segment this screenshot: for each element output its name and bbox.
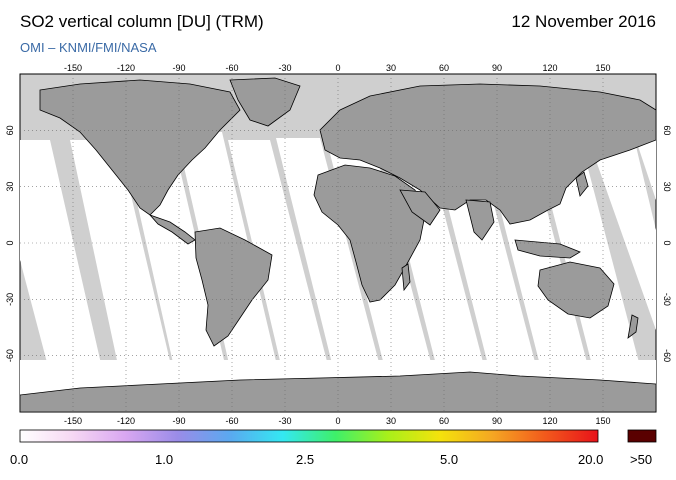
swath bbox=[20, 140, 112, 412]
north-america bbox=[39, 79, 241, 216]
lon-tick-top: 60 bbox=[439, 63, 449, 73]
latitude-labels-left: 60 30 0 -30 -60 bbox=[5, 125, 15, 362]
swath bbox=[588, 138, 656, 330]
japan bbox=[575, 171, 589, 197]
lat-tick-left: 30 bbox=[5, 182, 15, 192]
lon-tick-top: 90 bbox=[492, 63, 502, 73]
lon-tick-bottom: -120 bbox=[117, 416, 135, 426]
land-masses bbox=[20, 77, 656, 412]
map-title: SO2 vertical column [DU] (TRM) bbox=[20, 12, 264, 31]
lat-tick-right: 30 bbox=[662, 182, 672, 192]
colorbar-label-1: 1.0 bbox=[155, 452, 174, 467]
lon-tick-top: 0 bbox=[335, 63, 340, 73]
lon-tick-bottom: -150 bbox=[64, 416, 82, 426]
lon-tick-bottom: -30 bbox=[278, 416, 291, 426]
lat-tick-left: -60 bbox=[5, 349, 15, 362]
australia bbox=[537, 261, 615, 319]
colorbar-label-3: 5.0 bbox=[440, 452, 459, 467]
lon-tick-bottom: 60 bbox=[439, 416, 449, 426]
lon-tick-bottom: 150 bbox=[595, 416, 610, 426]
indonesia bbox=[514, 239, 581, 259]
lat-tick-right: 0 bbox=[662, 240, 672, 245]
colorbar-label-0: 0.0 bbox=[10, 452, 29, 467]
lon-tick-top: 150 bbox=[595, 63, 610, 73]
lat-tick-right: -30 bbox=[662, 293, 672, 306]
india bbox=[465, 199, 495, 241]
lon-tick-bottom: -90 bbox=[172, 416, 185, 426]
madagascar bbox=[401, 263, 411, 292]
south-america bbox=[194, 227, 273, 347]
lon-tick-bottom: 0 bbox=[335, 416, 340, 426]
new-zealand bbox=[627, 314, 639, 339]
colorbar-overflow bbox=[627, 429, 657, 443]
lon-tick-top: 120 bbox=[542, 63, 557, 73]
lon-tick-top: 30 bbox=[386, 63, 396, 73]
colorbar-label-4: 20.0 bbox=[578, 452, 604, 467]
eurasia bbox=[319, 83, 656, 225]
lon-tick-bottom: 30 bbox=[386, 416, 396, 426]
greenland bbox=[229, 77, 301, 127]
map-date: 12 November 2016 bbox=[511, 12, 656, 31]
lon-tick-top: -30 bbox=[278, 63, 291, 73]
swath bbox=[636, 140, 656, 200]
data-credit: OMI – KNMI/FMI/NASA bbox=[20, 40, 157, 55]
lat-tick-left: 60 bbox=[5, 125, 15, 135]
lat-tick-left: -30 bbox=[5, 293, 15, 306]
arabia bbox=[399, 189, 441, 226]
lon-tick-top: -120 bbox=[117, 63, 135, 73]
graticule bbox=[20, 74, 656, 412]
lat-tick-left: 0 bbox=[5, 240, 15, 245]
swath bbox=[70, 140, 182, 412]
colorbar bbox=[19, 429, 599, 443]
lon-tick-bottom: 120 bbox=[542, 416, 557, 426]
lon-tick-bottom: -60 bbox=[225, 416, 238, 426]
lat-tick-right: -60 bbox=[662, 349, 672, 362]
lat-tick-right: 60 bbox=[662, 125, 672, 135]
colorbar-overflow-label: >50 bbox=[630, 452, 653, 467]
swath bbox=[276, 138, 392, 412]
longitude-labels-top: -150 -120 -90 -60 -30 0 30 60 90 120 150 bbox=[64, 63, 611, 73]
lon-tick-top: -150 bbox=[64, 63, 82, 73]
lon-tick-bottom: 90 bbox=[492, 416, 502, 426]
colorbar-label-2: 2.5 bbox=[296, 452, 315, 467]
latitude-labels-right: 60 30 0 -30 -60 bbox=[662, 125, 672, 362]
so2-world-map: -150 -120 -90 -60 -30 0 30 60 90 120 150 -150 -120-… bbox=[5, 63, 672, 443]
swath bbox=[228, 140, 340, 412]
lon-tick-top: -60 bbox=[225, 63, 238, 73]
central-america bbox=[148, 214, 196, 245]
lon-tick-top: -90 bbox=[172, 63, 185, 73]
longitude-labels-bottom: -150 -120 -90 -60 -30 0 30 60 90 120 150 bbox=[64, 416, 611, 426]
